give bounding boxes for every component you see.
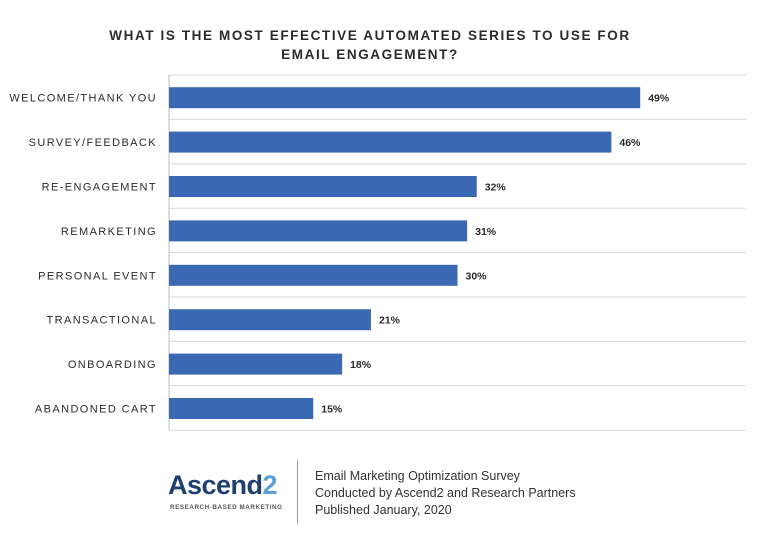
survey-source: Email Marketing Optimization Survey Cond… — [315, 468, 576, 519]
value-label: 18% — [350, 359, 372, 371]
chart-title-line-2: EMAIL ENGAGEMENT? — [281, 47, 459, 62]
category-label: RE-ENGAGEMENT — [42, 182, 157, 194]
value-label: 31% — [475, 226, 497, 238]
ascend2-logo: Ascend2 — [168, 470, 278, 500]
bar-personal-event — [169, 264, 458, 286]
value-label: 32% — [485, 182, 507, 194]
bar-welcome-thank-you — [169, 87, 641, 109]
bar-re-engagement — [169, 176, 477, 197]
value-label: 30% — [466, 270, 488, 282]
bar-abandoned-cart — [169, 398, 314, 419]
value-label: 21% — [379, 315, 401, 327]
bar-remarketing — [169, 220, 468, 242]
chart-title: WHAT IS THE MOST EFFECTIVE AUTOMATED SER… — [0, 26, 740, 64]
value-label: 15% — [321, 404, 343, 416]
category-label: WELCOME/THANK YOU — [9, 93, 157, 105]
survey-conductor: Conducted by Ascend2 and Research Partne… — [315, 486, 576, 500]
category-label: TRANSACTIONAL — [47, 315, 158, 327]
category-label: SURVEY/FEEDBACK — [29, 137, 157, 149]
bar-transactional — [169, 309, 371, 331]
survey-name: Email Marketing Optimization Survey — [315, 469, 520, 483]
category-label: ABANDONED CART — [35, 404, 157, 416]
survey-published: Published January, 2020 — [315, 503, 452, 517]
logo-text: Ascend — [168, 470, 263, 500]
chart-title-line-1: WHAT IS THE MOST EFFECTIVE AUTOMATED SER… — [109, 28, 631, 43]
footer-divider — [297, 460, 298, 524]
logo-number: 2 — [262, 470, 278, 500]
bar-onboarding — [169, 353, 343, 375]
category-label: PERSONAL EVENT — [38, 270, 157, 282]
value-label: 49% — [648, 93, 670, 105]
bar-survey-feedback — [169, 131, 612, 153]
logo-tagline: RESEARCH-BASED MARKETING — [170, 504, 283, 511]
category-label: ONBOARDING — [68, 359, 157, 371]
category-label: REMARKETING — [61, 226, 157, 238]
value-label: 46% — [619, 137, 641, 149]
bar-chart: WELCOME/THANK YOU 49% SURVEY/FEEDBACK 46% RE… — [9, 74, 746, 431]
